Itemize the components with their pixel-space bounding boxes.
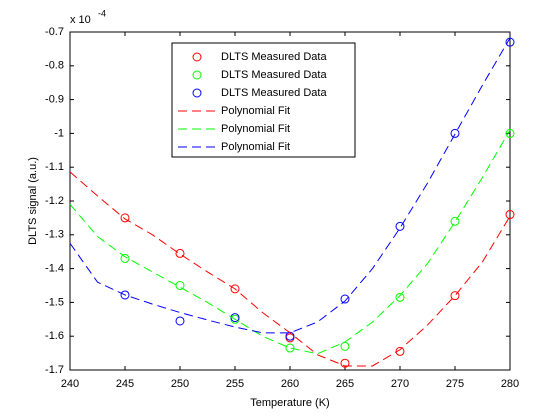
data-point	[450, 128, 460, 138]
legend-swatch	[192, 52, 202, 62]
y-tick-label: -1.6	[45, 330, 64, 342]
y-tick-label: -0.8	[45, 60, 64, 72]
data-point	[450, 216, 460, 226]
x-axis-label: Temperature (K)	[250, 397, 329, 409]
data-point	[450, 291, 460, 301]
data-point	[340, 294, 350, 304]
y-tick-label: -1.1	[45, 161, 64, 173]
legend-label: DLTS Measured Data	[221, 51, 327, 63]
x-tick-label: 275	[446, 378, 464, 390]
data-point	[120, 290, 130, 300]
legend: DLTS Measured Data DLTS Measured Data DLTS…	[171, 42, 356, 158]
y-axis-label: DLTS signal (a.u.)	[27, 157, 39, 245]
legend-box	[171, 42, 356, 158]
y-tick-label: -1.7	[45, 364, 64, 376]
x-tick-label: 245	[116, 378, 134, 390]
data-point	[230, 313, 240, 323]
fit-line	[69, 171, 511, 367]
data-point	[395, 221, 405, 231]
y-tick-label: -1.4	[45, 263, 64, 275]
data-point	[505, 210, 515, 220]
x-tick-label: 250	[171, 378, 189, 390]
y-scale-exponent: -4	[98, 8, 106, 18]
data-point	[230, 284, 240, 294]
legend-label: DLTS Measured Data	[221, 87, 327, 99]
fit-line	[69, 129, 511, 355]
legend-swatch	[192, 88, 202, 98]
legend-label: Polynomial Fit	[221, 105, 290, 117]
y-tick-label: -1	[54, 127, 64, 139]
legend-label: Polynomial Fit	[221, 141, 290, 153]
y-tick-label: -0.9	[45, 94, 64, 106]
legend-label: DLTS Measured Data	[221, 69, 327, 81]
y-scale-base: x 10	[70, 14, 91, 26]
x-tick-label: 270	[391, 378, 409, 390]
data-point	[120, 213, 130, 223]
data-point	[285, 343, 295, 353]
data-point	[395, 292, 405, 302]
x-tick-label: 240	[61, 378, 79, 390]
y-tick-label: -1.5	[45, 296, 64, 308]
x-tick-label: 265	[336, 378, 354, 390]
legend-swatch	[192, 70, 202, 80]
data-point	[340, 358, 350, 368]
x-tick-label: 255	[226, 378, 244, 390]
y-tick-label: -1.2	[45, 195, 64, 207]
y-tick-label: -1.3	[45, 229, 64, 241]
data-point	[505, 128, 515, 138]
data-point	[120, 253, 130, 263]
y-tick-label: -0.7	[45, 26, 64, 38]
data-point	[175, 316, 185, 326]
data-point	[395, 346, 405, 356]
legend-label: Polynomial Fit	[221, 123, 290, 135]
x-tick-label: 280	[501, 378, 519, 390]
data-point	[175, 248, 185, 258]
x-tick-label: 260	[281, 378, 299, 390]
